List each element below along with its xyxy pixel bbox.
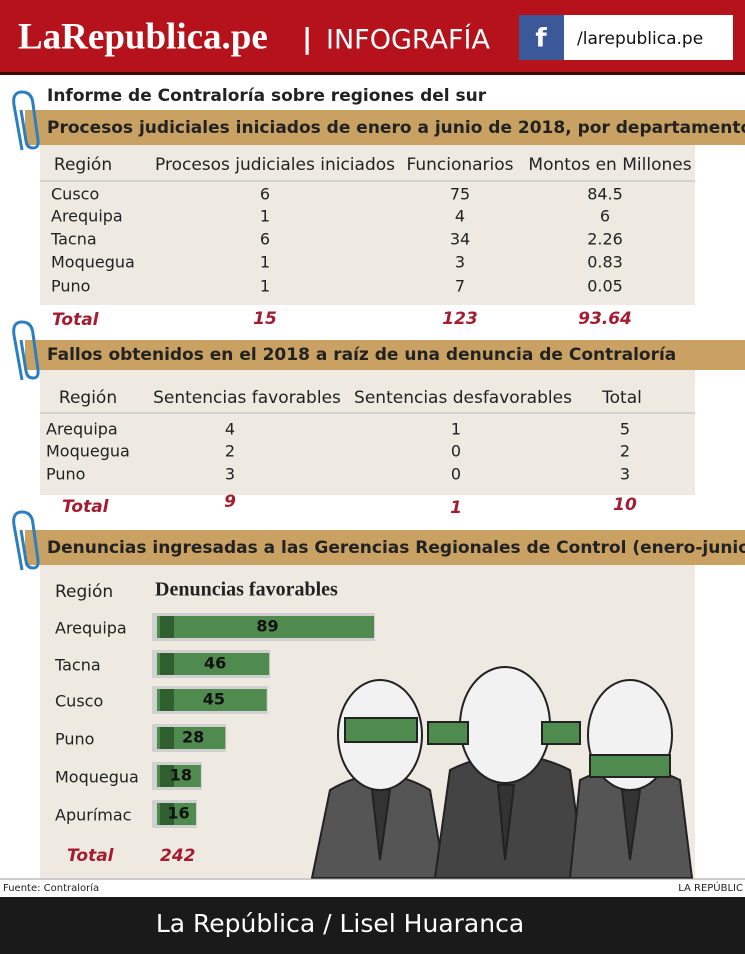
social-handle[interactable]: /larepublica.pe [577,29,703,49]
row-label: Cusco [51,185,99,204]
bar-stub [160,616,174,638]
cell: 3 [620,465,630,484]
cell: 3 [455,253,465,272]
section-bar [25,340,745,370]
column-header: Montos en Millones [528,155,691,175]
section-name: INFOGRAFÍA [326,24,490,56]
row-label: Moquegua [51,253,135,272]
cell: 6 [600,207,610,226]
value-label: 45 [203,690,225,709]
total-label: Total [52,310,100,330]
total-value: 242 [160,846,196,866]
cell: 4 [225,420,235,439]
cell: 5 [620,420,630,439]
total-value: 9 [224,492,236,512]
section-bar [25,530,745,565]
credit-band [0,897,745,954]
row-label: Arequipa [46,420,118,439]
category-label: Puno [55,730,94,749]
cell: 1 [260,253,270,272]
table-bg [40,370,695,495]
cell: 75 [450,185,470,204]
cell: 6 [260,230,270,249]
row-label: Arequipa [51,207,123,226]
category-label: Arequipa [55,619,127,638]
bar [157,616,374,638]
value-label: 18 [170,766,192,785]
row-label: Moquegua [46,442,130,461]
caricature [310,666,694,879]
bar [157,653,270,675]
cell: 1 [451,420,461,439]
cell: 6 [260,185,270,204]
row-label: Puno [51,277,90,296]
bar-stub [160,803,174,825]
total-label: Total [67,846,115,866]
cell: 84.5 [587,185,623,204]
value-label: 16 [167,804,189,823]
column-header: Procesos judiciales iniciados [155,155,395,175]
source: Fuente: Contraloría [3,882,99,894]
total-value: 10 [613,495,637,515]
total-label: Total [62,497,110,517]
cell: 3 [225,465,235,484]
total-value: 15 [253,309,277,329]
bar [157,727,226,749]
cell: 0.83 [587,253,623,272]
cell: 0.05 [587,277,623,296]
row-label: Tacna [50,230,97,249]
facebook-icon[interactable] [519,15,564,60]
brand: LaRepublica.pe [18,16,268,57]
cell: 1 [260,207,270,226]
cell: 2 [225,442,235,461]
category-header: Región [55,582,113,602]
bar-stub [160,689,174,711]
cell: 1 [260,277,270,296]
cell: 0 [451,465,461,484]
separator: | [302,22,312,55]
footer-brand: LA REPÚBLIC [678,881,743,894]
category-label: Cusco [55,692,103,711]
column-header: Región [59,388,117,408]
column-header: Sentencias desfavorables [354,388,572,408]
value-label: 89 [256,617,278,636]
series-header: Denuncias favorables [155,579,338,601]
column-header: Funcionarios [406,155,513,175]
section-bar [25,110,745,145]
column-header: Región [54,155,112,175]
report-title: Informe de Contraloría sobre regiones de… [47,86,487,106]
total-value: 123 [442,309,478,329]
category-label: Tacna [54,656,101,675]
cell: 7 [455,277,465,296]
section-title: Procesos judiciales iniciados de enero a… [47,118,745,138]
header-rule [0,72,745,75]
cell: 4 [455,207,465,226]
paper-clips [12,90,40,571]
bar-stub [160,727,174,749]
cell: 34 [450,230,470,249]
value-label: 46 [204,654,226,673]
column-header: Total [601,388,642,408]
facebook-letter: f [535,24,547,54]
credit: La República / Lisel Huaranca [156,909,524,938]
bar-stub [160,653,174,675]
social-box[interactable] [564,15,733,60]
total-value: 1 [450,498,462,518]
value-label: 28 [182,728,204,747]
cell: 0 [451,442,461,461]
total-value: 93.64 [578,309,632,329]
section-title: Denuncias ingresadas a las Gerencias Reg… [47,538,745,558]
category-label: Apurímac [55,806,131,825]
bar [157,689,267,711]
bar-stub [160,765,174,787]
column-header: Sentencias favorables [153,388,341,408]
section-title: Fallos obtenidos en el 2018 a raíz de un… [47,345,676,365]
cell: 2 [620,442,630,461]
table-bg [40,145,695,305]
category-label: Moquegua [55,768,139,787]
row-label: Puno [46,465,85,484]
cell: 2.26 [587,230,623,249]
